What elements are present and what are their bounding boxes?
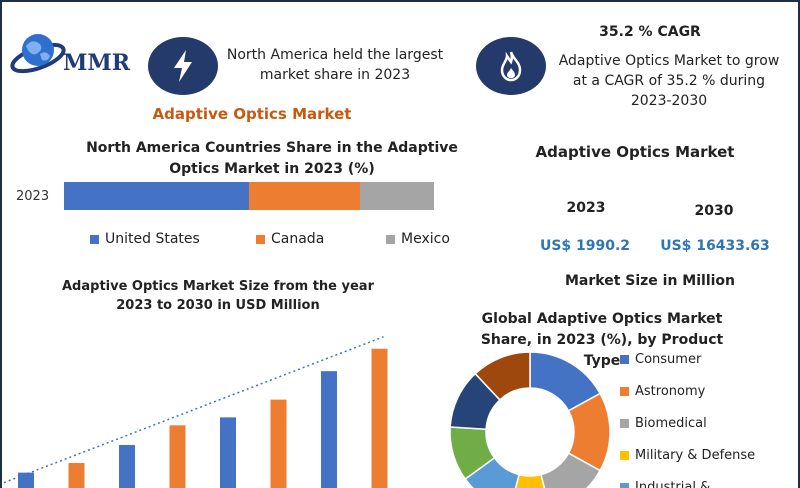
legend-label: Mexico (401, 231, 450, 247)
logo-text: MMR (63, 50, 130, 76)
pie-legend-swatch (620, 355, 629, 364)
growth-bar-2024 (68, 463, 85, 488)
pie-legend-label: Biomedical (635, 416, 707, 431)
info1-text: North America held the largest market sh… (226, 47, 444, 83)
pie-legend-item: Consumer (620, 352, 701, 367)
legend-swatch (256, 234, 265, 244)
growth-bar-2026 (169, 425, 186, 488)
market-box-title: Adaptive Optics Market (535, 143, 735, 161)
pie-legend-swatch (620, 483, 629, 488)
market-year-2030: 2030 (694, 203, 734, 219)
growth-bar-2028 (270, 399, 287, 488)
lightning-icon (174, 50, 192, 82)
flame-badge (476, 37, 546, 95)
stacked-bar-chart (64, 182, 434, 210)
cagr-text: Adaptive Optics Market to grow at a CAGR… (558, 53, 780, 109)
growth-bar-2029 (321, 371, 337, 488)
pie-legend-label: Astronomy (635, 384, 706, 399)
legend-swatch (90, 234, 99, 244)
pie-legend-item: Astronomy (620, 384, 705, 399)
pie-legend-item: Military & Defense (620, 448, 755, 463)
pie-legend-label: Military & Defense (635, 448, 756, 463)
growth-bar-2023 (18, 472, 34, 488)
pie-legend-swatch (620, 387, 629, 396)
globe-logo-icon (10, 34, 66, 74)
donut-slice (540, 452, 602, 488)
donut-slice (514, 473, 546, 488)
market-year-2023: 2023 (566, 200, 606, 216)
stacked-chart-title: North America Countries Share in the Ada… (86, 140, 458, 177)
flame-icon (500, 51, 522, 82)
market-value-2023: US$ 1990.2 (539, 238, 631, 254)
market-caption: Market Size in Million (564, 273, 736, 289)
legend-item: Canada (256, 231, 324, 247)
cagr-title: 35.2 % CAGR (599, 24, 701, 40)
growth-bar-2027 (220, 417, 236, 488)
market-value-2030: US$ 16433.63 (660, 238, 770, 254)
stacked-segment-united-states (64, 182, 249, 210)
growth-chart-title: Adaptive Optics Market Size from the yea… (62, 279, 374, 313)
donut-chart (449, 351, 611, 488)
legend-item: Mexico (386, 231, 450, 247)
growth-bar-chart (3, 336, 388, 488)
pie-legend-label: Industrial & (635, 480, 711, 488)
lightning-badge (148, 37, 218, 95)
pie-chart-title: Global Adaptive Optics Market Share, in … (480, 311, 724, 369)
growth-bar-2025 (119, 445, 135, 488)
pie-legend-swatch (620, 419, 629, 428)
pie-legend-item: Biomedical (620, 416, 707, 431)
pie-legend-item: Industrial & (620, 480, 710, 488)
donut-slice (474, 351, 531, 401)
growth-bar-2030 (371, 348, 388, 488)
stacked-category-label: 2023 (16, 189, 50, 204)
legend-label: United States (105, 231, 200, 247)
pie-legend-swatch (620, 451, 629, 460)
stacked-segment-canada (249, 182, 360, 210)
legend-swatch (386, 234, 395, 244)
logo: MMR (8, 24, 138, 84)
pie-legend-label: Consumer (635, 352, 702, 367)
stacked-segment-mexico (360, 182, 434, 210)
main-title: Adaptive Optics Market (152, 105, 352, 123)
legend-label: Canada (271, 231, 325, 247)
legend-item: United States (90, 231, 200, 247)
